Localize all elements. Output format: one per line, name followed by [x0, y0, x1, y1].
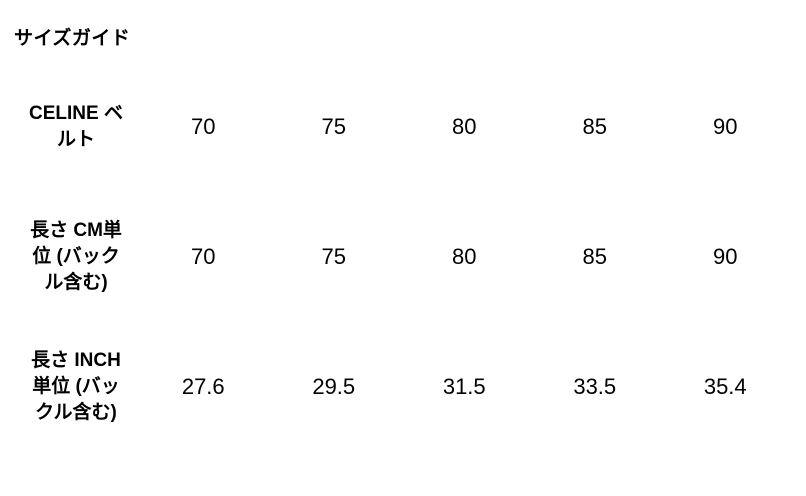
length-cm-value: 75	[321, 244, 346, 269]
table-row-length-cm: 長さ CM単位 (バックル含む) 70 75 80 85 90	[14, 192, 791, 322]
length-inch-value: 27.6	[181, 374, 225, 399]
size-guide-page: サイズガイド CELINE ベルト 70 75 80 85 90 長さ CM単位…	[0, 27, 806, 496]
length-inch-value: 29.5	[312, 374, 356, 399]
length-cm-value: 85	[582, 244, 607, 269]
row-header-belt-size: CELINE ベルト	[29, 103, 123, 150]
row-header-length-cm: 長さ CM単位 (バックル含む)	[30, 220, 122, 293]
length-inch-value: 35.4	[703, 374, 747, 399]
size-value: 80	[452, 114, 477, 139]
length-inch-value: 33.5	[573, 374, 617, 399]
size-guide-table: CELINE ベルト 70 75 80 85 90 長さ CM単位 (バックル含…	[14, 62, 791, 452]
size-value: 90	[713, 114, 738, 139]
length-cm-value: 90	[713, 244, 738, 269]
size-value: 70	[191, 114, 216, 139]
table-row-length-inch: 長さ INCH単位 (バックル含む) 27.6 29.5 31.5 33.5 3…	[14, 322, 791, 452]
table-row-belt-size: CELINE ベルト 70 75 80 85 90	[14, 62, 791, 192]
length-cm-value: 80	[452, 244, 477, 269]
row-header-length-inch: 長さ INCH単位 (バックル含む)	[31, 350, 121, 423]
size-value: 75	[321, 114, 346, 139]
page-title: サイズガイド	[14, 28, 131, 49]
length-cm-value: 70	[191, 244, 216, 269]
size-value: 85	[582, 114, 607, 139]
length-inch-value: 31.5	[442, 374, 486, 399]
